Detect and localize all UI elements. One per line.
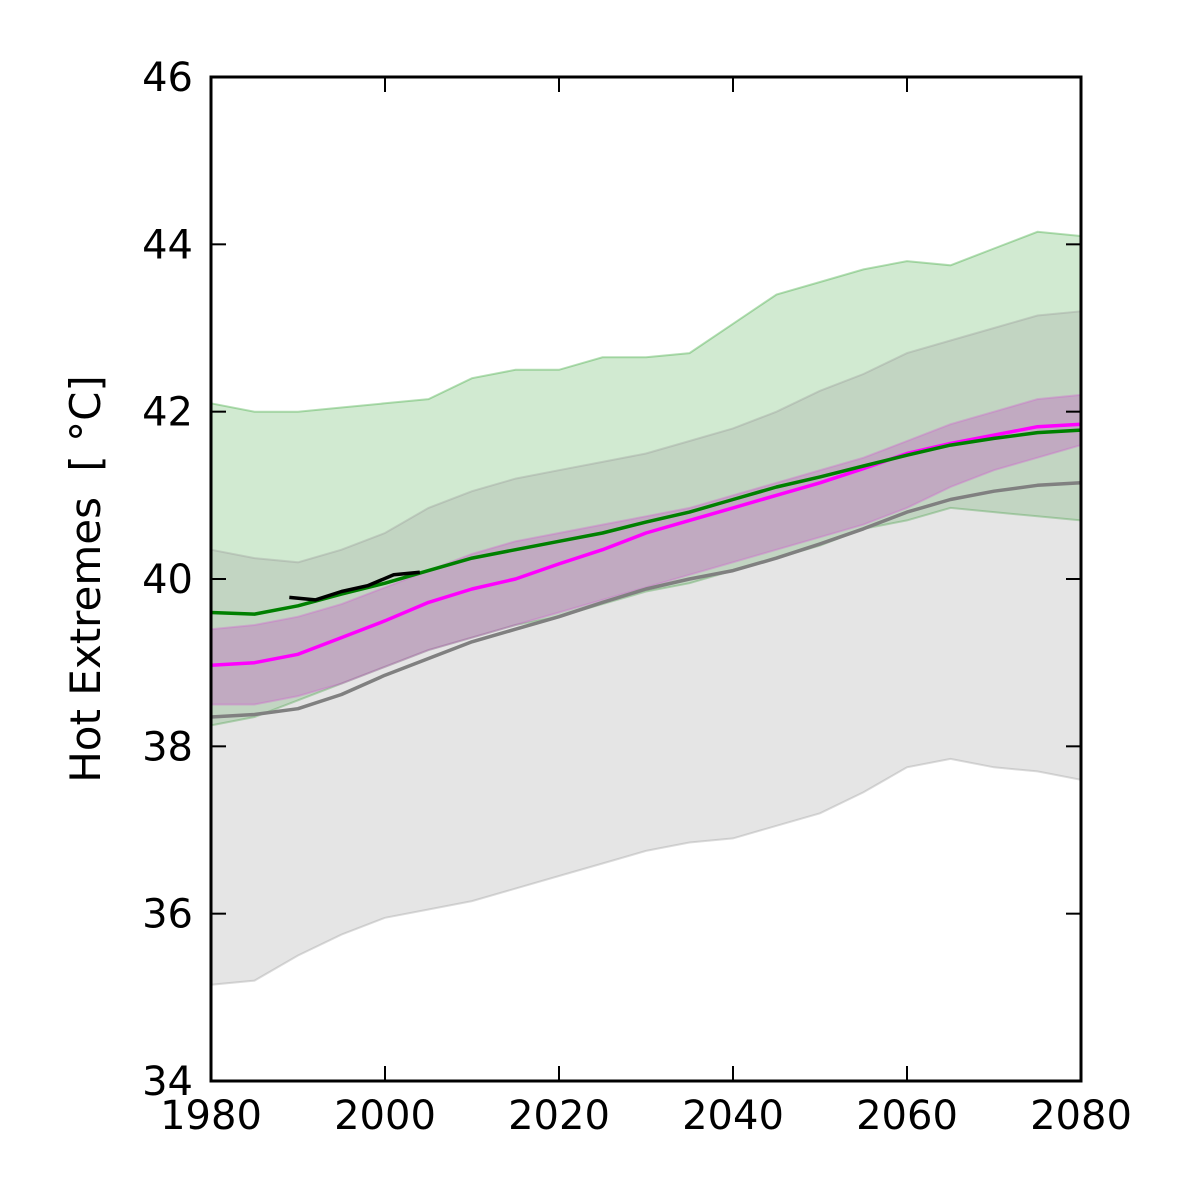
- y-axis-label: Hot Extremes [ °C]: [61, 375, 110, 783]
- y-tick-label: 36: [142, 892, 193, 938]
- x-tick-label: 2000: [334, 1093, 436, 1139]
- y-tick-label: 40: [142, 557, 193, 603]
- series-lines: [210, 422, 1082, 719]
- series-line-2: [210, 428, 1082, 616]
- y-tick-labels: 34 36 38 40 42 44 46: [142, 55, 193, 1105]
- y-tick-label: 42: [142, 390, 193, 436]
- x-tick-label: 1980: [160, 1093, 262, 1139]
- y-axis-label-unit: [ °C]: [61, 375, 110, 471]
- plot-frame: [209, 75, 1083, 1083]
- y-axis-label-text: Hot Extremes: [61, 497, 110, 783]
- x-tick-label: 2080: [1030, 1093, 1132, 1139]
- x-tick-labels: 1980 2000 2020 2040 2060 2080: [160, 1093, 1132, 1139]
- x-tick-label: 2060: [856, 1093, 958, 1139]
- series-line-0: [210, 481, 1082, 719]
- confidence-bands: [210, 230, 1082, 986]
- series-line-3: [289, 570, 420, 602]
- y-tick-label: 34: [142, 1059, 193, 1105]
- x-tick-label: 2040: [682, 1093, 784, 1139]
- x-tick-label: 2020: [508, 1093, 610, 1139]
- y-tick-label: 38: [142, 724, 193, 770]
- y-tick-label: 44: [142, 222, 193, 268]
- y-tick-label: 46: [142, 55, 193, 101]
